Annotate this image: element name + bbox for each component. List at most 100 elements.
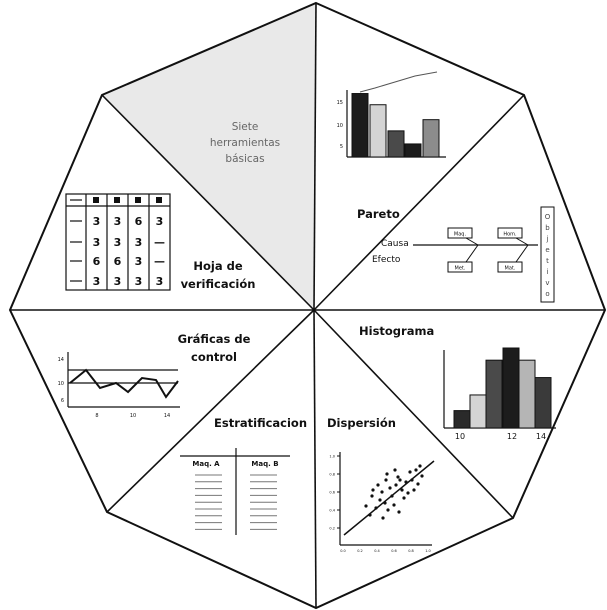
- control-xtick-10: 10: [130, 413, 136, 419]
- histogram-bar: [453, 410, 471, 429]
- scatter-x-ticks: 0.0 0.2 0.4 0.6 0.8 1.0: [340, 549, 431, 553]
- check-sheet-cell: 3: [114, 236, 122, 249]
- check-sheet-sector: Hoja de verificación 3 3 6 33 3 3 —6 6 3 —3 3 3 3: [65, 193, 256, 291]
- strat-header-a: Maq. A: [192, 460, 220, 468]
- check-sheet-cell: 3: [135, 275, 143, 288]
- scatter-point: [364, 504, 368, 508]
- control-ytick-10: 10: [58, 381, 64, 387]
- scatter-ytick-label: 0.4: [329, 509, 335, 513]
- fishbone-bottom-2-label: Mat.: [505, 266, 516, 272]
- check-sheet-cell: 3: [135, 236, 143, 249]
- scatter-point: [393, 468, 397, 472]
- check-sheet-cell: 3: [93, 275, 101, 288]
- scatter-point: [388, 486, 392, 490]
- histogram-bars: [453, 347, 552, 429]
- check-sheet-cell: 6: [135, 215, 143, 228]
- objective-letter: o: [545, 290, 549, 298]
- pareto-sector: 15 10 5 Pareto: [337, 71, 446, 221]
- scatter-point: [376, 483, 380, 487]
- pareto-ytick-15: 15: [337, 100, 343, 106]
- scatter-point: [420, 474, 424, 478]
- scatter-point: [384, 478, 388, 482]
- scatter-xtick-label: 1.0: [425, 549, 431, 553]
- check-sheet-cell: 3: [93, 215, 101, 228]
- scatter-point: [408, 470, 412, 474]
- scatter-xtick-label: 0.2: [357, 549, 363, 553]
- objective-letter: i: [547, 268, 549, 276]
- scatter-point: [397, 510, 401, 514]
- scatter-point: [380, 490, 384, 494]
- fishbone-box-bottom-2: [497, 261, 523, 273]
- center-title: Siete herramientas básicas: [210, 121, 280, 165]
- pareto-bar: [422, 119, 440, 158]
- cause-effect-sector: Causa Efecto Maq. Hom. Met. Mat. Objetiv…: [372, 206, 555, 303]
- pareto-bar: [351, 93, 369, 158]
- check-sheet-cell: —: [154, 236, 165, 249]
- hist-xtick-10: 10: [455, 432, 465, 441]
- objective-letter: j: [546, 235, 549, 243]
- check-sheet-header-squares: [93, 197, 162, 203]
- check-sheet-cell: 3: [156, 275, 164, 288]
- scatter-xtick-label: 0.0: [340, 549, 346, 553]
- scatter-point: [370, 494, 374, 498]
- strat-header-b: Maq. B: [251, 460, 278, 468]
- check-sheet-cell: 3: [93, 236, 101, 249]
- objective-letter: O: [545, 213, 551, 221]
- sector-dividers: [10, 2, 605, 609]
- control-xtick-8: 8: [95, 413, 98, 419]
- control-ytick-14: 14: [58, 357, 64, 363]
- estratificacion-title: Estratificacion: [214, 416, 307, 430]
- scatter-point: [394, 483, 398, 487]
- scatter-point: [398, 478, 402, 482]
- center-line-1: Siete: [232, 121, 259, 133]
- check-sheet-grid: [65, 193, 171, 291]
- stratification-sector: Estratificacion Maq. A Maq. B: [180, 416, 307, 535]
- scatter-point: [371, 488, 375, 492]
- check-sheet-cell: 6: [93, 255, 101, 268]
- scatter-point: [400, 488, 404, 492]
- check-sheet-cell: 3: [114, 215, 122, 228]
- scatter-ytick-label: 0.8: [329, 473, 335, 477]
- fishbone-top-2-label: Hom.: [503, 232, 517, 238]
- fishbone-box-top-2: [497, 227, 523, 239]
- objective-letter: t: [546, 257, 549, 265]
- pareto-ytick-5: 5: [340, 144, 343, 150]
- check-sheet-cell: 3: [135, 255, 143, 268]
- histogram-bar: [485, 359, 503, 429]
- scatter-point: [392, 503, 396, 507]
- center-line-2: herramientas: [210, 137, 280, 149]
- graficas-title-line-1: Gráficas de: [178, 332, 251, 346]
- center-line-3: básicas: [225, 153, 264, 165]
- fishbone-top-1-label: Maq.: [454, 232, 467, 238]
- scatter-point: [385, 472, 389, 476]
- pareto-cumulative-line: [359, 71, 438, 93]
- objective-box: [540, 206, 555, 303]
- efecto-label: Efecto: [372, 255, 401, 265]
- check-sheet-cells: 3 3 6 33 3 3 —6 6 3 —3 3 3 3: [93, 215, 165, 288]
- histogram-bar: [518, 359, 536, 429]
- histograma-title: Histograma: [359, 324, 434, 338]
- histogram-bar: [534, 377, 552, 429]
- scatter-point: [381, 516, 385, 520]
- check-sheet-cell: 3: [156, 215, 164, 228]
- pareto-title: Pareto: [357, 207, 400, 221]
- scatter-ytick-label: 1.0: [329, 455, 335, 459]
- scatter-sector: Dispersión 1.00.80.60.40.2 0.0 0.2 0.4 0.6 0…: [327, 416, 435, 553]
- pareto-bar: [387, 130, 405, 158]
- histogram-bar: [469, 394, 487, 429]
- fishbone-box-bottom-1: [447, 261, 473, 273]
- pareto-ytick-10: 10: [337, 123, 343, 129]
- objective-letter: v: [545, 279, 549, 287]
- fishbone-bottom-1-label: Met.: [455, 266, 466, 272]
- histogram-bar: [502, 347, 520, 429]
- control-data-line: [69, 368, 179, 399]
- scatter-trend-line: [343, 460, 435, 536]
- scatter-xtick-label: 0.6: [391, 549, 397, 553]
- scatter-y-ticks: 1.0 0.8 0.6 0.4 0.2: [329, 455, 340, 531]
- pareto-bar: [369, 104, 387, 158]
- scatter-xtick-label: 0.8: [408, 549, 414, 553]
- pareto-bar: [404, 143, 422, 158]
- hoja-title-line-2: verificación: [181, 277, 256, 291]
